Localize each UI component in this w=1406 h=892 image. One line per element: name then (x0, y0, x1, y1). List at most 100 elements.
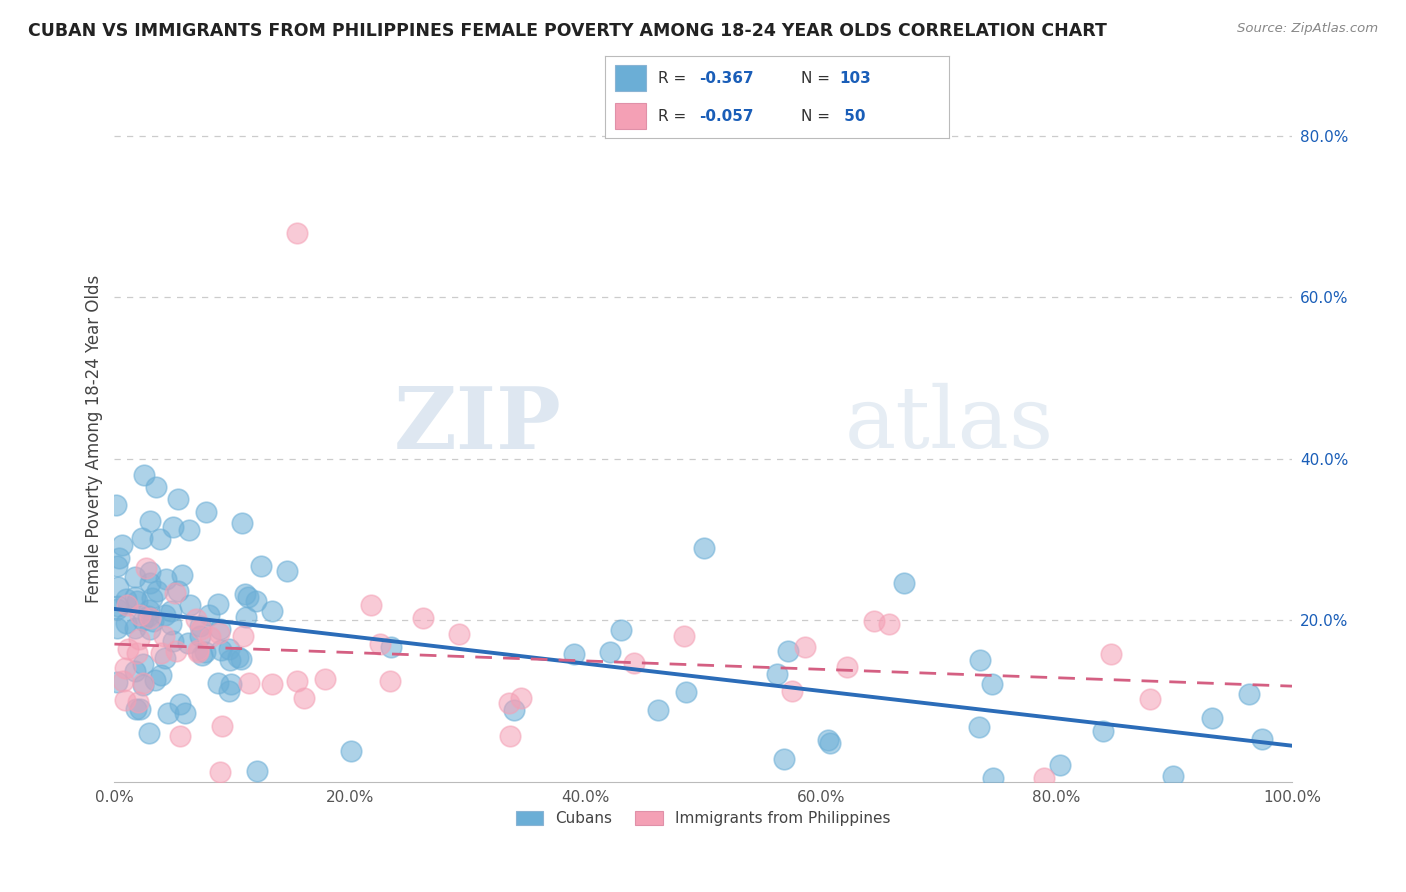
Point (503, 703, 526, 717)
Point (285, 226, 308, 240)
Text: atlas: atlas (845, 384, 1053, 467)
Point (235, 610, 257, 624)
Point (114, 592, 136, 607)
Point (449, 627, 471, 641)
Point (115, 599, 138, 613)
FancyBboxPatch shape (614, 103, 645, 129)
Point (877, 616, 900, 631)
Text: N =: N = (801, 70, 835, 86)
Point (360, 599, 382, 613)
Point (969, 653, 991, 667)
Point (226, 650, 249, 665)
Point (893, 576, 915, 591)
Point (177, 636, 200, 650)
Point (209, 765, 232, 780)
Point (114, 693, 136, 707)
Point (412, 611, 434, 625)
Point (138, 514, 160, 528)
Point (153, 607, 176, 622)
Point (194, 505, 217, 519)
Point (292, 691, 315, 706)
Point (190, 629, 212, 643)
Point (111, 538, 134, 552)
Point (314, 673, 336, 687)
Point (136, 608, 159, 623)
Point (509, 691, 531, 706)
Point (156, 706, 179, 720)
Text: 103: 103 (839, 70, 870, 86)
Point (1092, 723, 1115, 738)
Point (218, 653, 240, 667)
Point (260, 677, 283, 691)
Y-axis label: Female Poverty Among 18-24 Year Olds: Female Poverty Among 18-24 Year Olds (86, 275, 103, 603)
Point (125, 702, 148, 716)
Point (108, 551, 131, 566)
Point (208, 626, 231, 640)
Point (107, 599, 129, 613)
Point (177, 524, 200, 538)
Point (170, 568, 193, 582)
Point (863, 614, 886, 628)
Point (128, 702, 150, 716)
Point (153, 629, 176, 643)
Point (285, 673, 308, 688)
Point (142, 614, 165, 628)
Point (127, 593, 149, 607)
Point (188, 619, 211, 633)
Point (105, 675, 128, 690)
Point (794, 640, 817, 654)
Point (339, 744, 361, 758)
FancyBboxPatch shape (614, 65, 645, 92)
Point (773, 752, 796, 766)
Text: -0.057: -0.057 (699, 109, 754, 124)
Point (980, 676, 1002, 690)
Point (835, 660, 858, 674)
Point (149, 533, 172, 547)
Point (499, 729, 522, 743)
Point (780, 684, 803, 698)
Point (232, 629, 254, 643)
Point (128, 632, 150, 647)
Point (127, 695, 149, 709)
Point (564, 647, 586, 661)
Point (187, 644, 209, 658)
Point (124, 569, 146, 583)
Point (233, 586, 256, 600)
Point (138, 603, 160, 617)
Point (153, 651, 176, 665)
Point (169, 729, 191, 743)
Point (190, 622, 212, 636)
Point (167, 491, 190, 506)
Point (132, 677, 155, 691)
Point (218, 684, 240, 698)
Text: 50: 50 (839, 109, 865, 124)
Point (1033, 771, 1056, 785)
Point (276, 564, 298, 578)
Point (163, 586, 186, 600)
Point (146, 584, 169, 599)
Point (111, 674, 134, 689)
Text: R =: R = (658, 70, 692, 86)
Point (209, 622, 232, 636)
Point (245, 593, 267, 607)
Point (105, 601, 128, 615)
Point (378, 674, 401, 689)
Point (672, 629, 695, 643)
Point (138, 622, 160, 636)
Point (115, 615, 138, 630)
Point (675, 685, 697, 699)
Point (105, 498, 128, 512)
Point (238, 676, 260, 690)
Point (107, 580, 129, 594)
Point (160, 604, 183, 618)
Legend: Cubans, Immigrants from Philippines: Cubans, Immigrants from Philippines (509, 805, 897, 832)
Point (498, 697, 520, 711)
Text: CUBAN VS IMMIGRANTS FROM PHILIPPINES FEMALE POVERTY AMONG 18-24 YEAR OLDS CORREL: CUBAN VS IMMIGRANTS FROM PHILIPPINES FEM… (28, 22, 1107, 40)
Point (129, 608, 152, 623)
Point (623, 656, 645, 670)
Point (179, 598, 201, 612)
Point (132, 657, 155, 671)
Point (155, 572, 177, 586)
Point (693, 541, 716, 556)
Point (1237, 688, 1260, 702)
